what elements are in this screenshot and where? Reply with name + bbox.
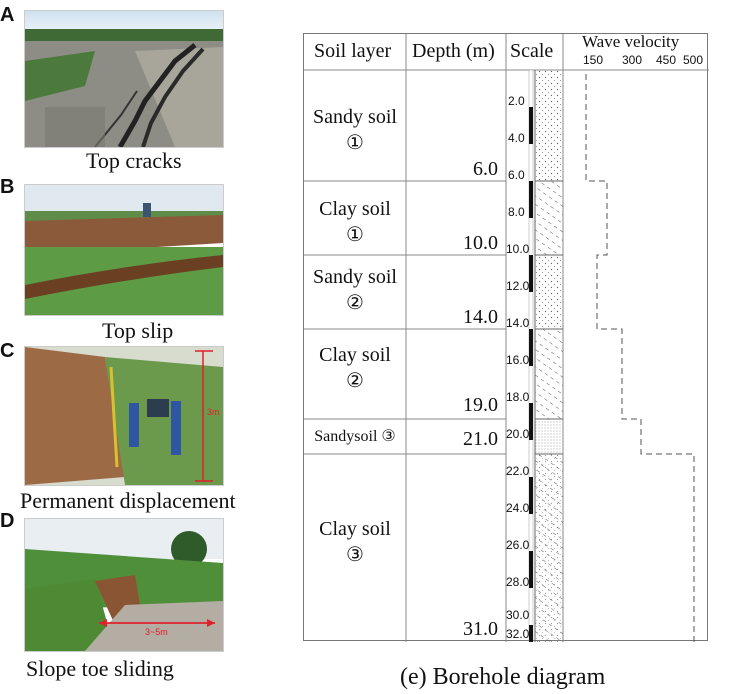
- caption-top-cracks: Top cracks: [86, 148, 182, 173]
- depth-value: 21.0: [463, 428, 498, 450]
- scale-tick: 24.0: [506, 501, 530, 515]
- panel-letter-b: B: [0, 176, 15, 198]
- depth-value: 31.0: [463, 618, 498, 640]
- velocity-tick: 450: [656, 53, 677, 67]
- scale-tick: 4.0: [508, 131, 525, 145]
- header-depth: Depth (m): [412, 40, 495, 62]
- photo-top-cracks: [24, 10, 224, 148]
- layer-clay-soil-2: Clay soil ②: [319, 344, 391, 392]
- velocity-tick: 500: [683, 53, 704, 67]
- layer-sandy-soil-3: Sandysoil ③: [314, 428, 396, 445]
- depth-value: 19.0: [463, 394, 498, 416]
- depth-value: 10.0: [463, 232, 498, 254]
- scale-tick: 18.0: [506, 390, 530, 404]
- depth-value: 14.0: [463, 306, 498, 328]
- panel-letter-a: A: [0, 4, 15, 26]
- caption-permanent-displacement: Permanent displacement: [20, 488, 236, 513]
- photo-slope-toe-sliding: 3~5m: [24, 518, 224, 652]
- layer-sandy-soil-1: Sandy soil ①: [313, 106, 397, 154]
- scale-tick: 12.0: [506, 279, 530, 293]
- scale-tick: 2.0: [508, 94, 525, 108]
- wave-velocity-profile: [585, 74, 695, 642]
- depth-value: 6.0: [473, 158, 498, 180]
- velocity-tick: 150: [583, 53, 604, 67]
- borehole-caption: (e) Borehole diagram: [400, 664, 606, 690]
- scale-tick: 16.0: [506, 353, 530, 367]
- header-wave-velocity: Wave velocity: [582, 32, 680, 51]
- scale-tick: 22.0: [506, 464, 530, 478]
- scale-tick: 14.0: [506, 316, 530, 330]
- scale-tick: 20.0: [506, 427, 530, 441]
- header-scale: Scale: [510, 40, 554, 62]
- caption-top-slip: Top slip: [102, 318, 174, 343]
- scale-tick: 10.0: [506, 242, 530, 256]
- annotation-3-5m: 3~5m: [145, 627, 168, 637]
- scale-tick: 32.0: [506, 627, 530, 641]
- photo-top-slip: [24, 184, 224, 316]
- caption-slope-toe-sliding: Slope toe sliding: [26, 656, 174, 681]
- scale-tick: 26.0: [506, 538, 530, 552]
- borehole-diagram: Soil layer Depth (m) Scale Wave velocity…: [303, 32, 709, 642]
- velocity-tick: 300: [622, 53, 643, 67]
- header-soil-layer: Soil layer: [314, 40, 392, 62]
- depth-scale-bar: [528, 69, 534, 642]
- layer-clay-soil-3: Clay soil ③: [319, 518, 391, 566]
- scale-tick: 8.0: [508, 205, 525, 219]
- scale-tick: 28.0: [506, 575, 530, 589]
- layer-clay-soil-1: Clay soil ①: [319, 198, 391, 246]
- annotation-3m: 3m: [207, 407, 220, 417]
- photo-permanent-displacement: 3m: [24, 346, 224, 486]
- layer-sandy-soil-2: Sandy soil ②: [313, 266, 397, 314]
- scale-tick: 30.0: [506, 608, 530, 622]
- panel-letter-c: C: [0, 340, 15, 362]
- panel-letter-d: D: [0, 510, 15, 532]
- scale-tick: 6.0: [508, 168, 525, 182]
